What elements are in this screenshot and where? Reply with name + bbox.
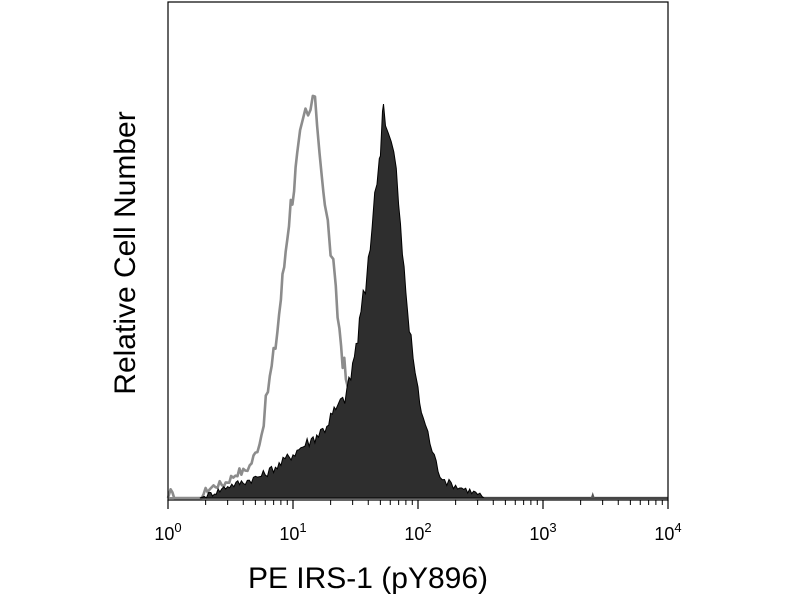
x-tick-label: 100: [154, 520, 181, 544]
y-axis-title: Relative Cell Number: [109, 111, 142, 394]
x-tick-label-exponent: 1: [299, 520, 306, 535]
filled-histogram: [199, 104, 668, 499]
x-tick-label-base: 10: [279, 524, 299, 544]
x-tick-label-base: 10: [529, 524, 549, 544]
x-tick-label-exponent: 2: [424, 520, 431, 535]
x-axis-tick-labels: 100 101 102 103 104: [154, 520, 681, 544]
x-tick-label-base: 10: [154, 524, 174, 544]
x-axis-title: PE IRS-1 (pY896): [248, 562, 488, 595]
x-tick-label-exponent: 0: [174, 520, 181, 535]
minor-spike: [590, 491, 595, 498]
x-tick-label: 101: [279, 520, 306, 544]
x-tick-label: 103: [529, 520, 556, 544]
x-tick-label-base: 10: [654, 524, 674, 544]
x-tick-label: 102: [404, 520, 431, 544]
x-axis-ticks: [167, 500, 669, 509]
x-tick-label-exponent: 3: [549, 520, 556, 535]
x-tick-label-exponent: 4: [674, 520, 681, 535]
x-tick-label: 104: [654, 520, 681, 544]
plot-series: [166, 94, 668, 500]
x-tick-label-base: 10: [404, 524, 424, 544]
